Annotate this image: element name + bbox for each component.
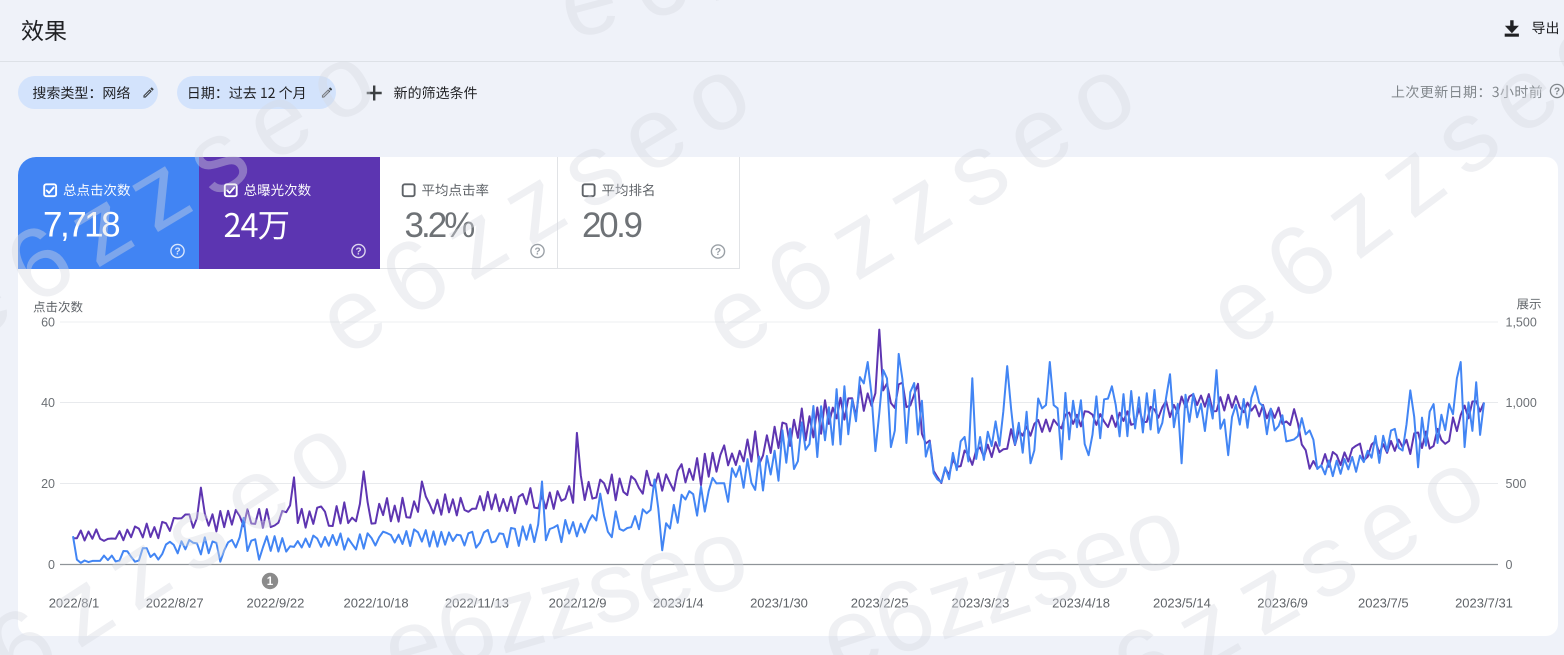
svg-text:40: 40 [41, 396, 55, 410]
svg-text:2023/1/4: 2023/1/4 [653, 596, 704, 611]
svg-text:0: 0 [48, 558, 55, 572]
svg-text:?: ? [174, 247, 180, 258]
svg-text:2022/12/9: 2022/12/9 [549, 596, 607, 611]
svg-text:?: ? [1554, 87, 1560, 98]
svg-text:2022/10/18: 2022/10/18 [344, 596, 409, 611]
svg-text:2022/9/22: 2022/9/22 [246, 596, 304, 611]
svg-text:2023/3/23: 2023/3/23 [951, 596, 1009, 611]
svg-text:20.9: 20.9 [582, 206, 641, 245]
svg-text:500: 500 [1506, 477, 1527, 491]
svg-text:20: 20 [41, 477, 55, 491]
svg-text:2022/11/13: 2022/11/13 [445, 596, 509, 611]
svg-text:2023/2/25: 2023/2/25 [851, 596, 909, 611]
svg-text:?: ? [355, 247, 361, 258]
svg-text:0: 0 [1506, 558, 1513, 572]
svg-text:1,000: 1,000 [1506, 396, 1537, 410]
svg-text:?: ? [715, 247, 721, 258]
svg-text:2023/5/14: 2023/5/14 [1153, 596, 1211, 611]
svg-text:2022/8/1: 2022/8/1 [49, 596, 100, 611]
svg-text:?: ? [534, 247, 540, 258]
svg-text:2023/7/31: 2023/7/31 [1455, 596, 1513, 611]
svg-text:3.2%: 3.2% [405, 206, 475, 245]
svg-text:7,718: 7,718 [43, 206, 119, 245]
svg-text:1,500: 1,500 [1506, 315, 1537, 329]
svg-text:2023/1/30: 2023/1/30 [750, 596, 808, 611]
svg-text:2023/4/18: 2023/4/18 [1052, 596, 1110, 611]
svg-text:60: 60 [41, 315, 55, 329]
svg-text:2023/6/9: 2023/6/9 [1257, 596, 1308, 611]
svg-text:2023/7/5: 2023/7/5 [1358, 596, 1409, 611]
svg-text:2022/8/27: 2022/8/27 [146, 596, 204, 611]
svg-text:1: 1 [267, 576, 274, 588]
